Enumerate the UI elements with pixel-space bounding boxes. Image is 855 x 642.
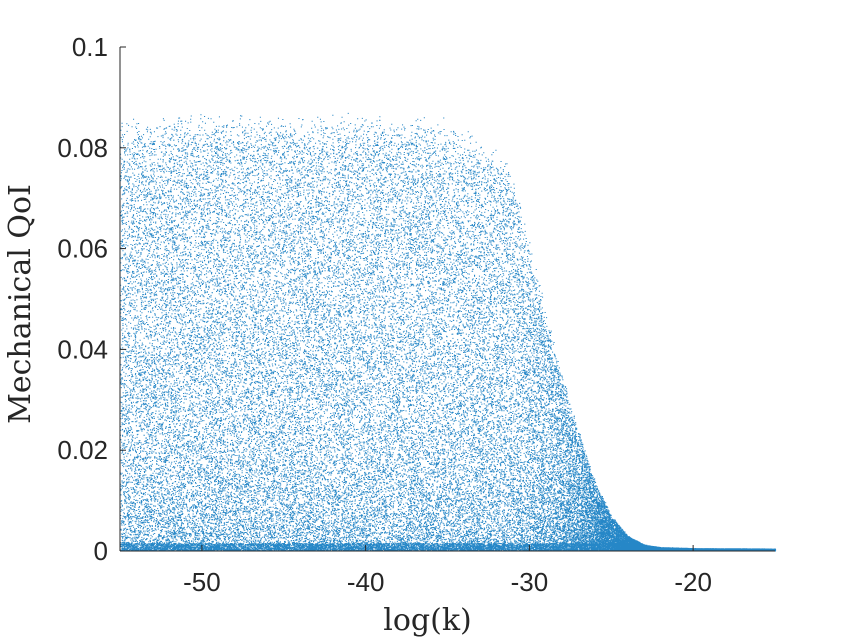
y-tick-label: 0.06 — [57, 234, 108, 264]
y-tick-label: 0.08 — [57, 133, 108, 163]
axes — [119, 47, 775, 552]
x-tick-label: -50 — [183, 567, 221, 597]
y-ticks: 0 0.02 0.04 0.06 0.08 0.1 — [57, 32, 126, 566]
y-tick-label: 0.02 — [57, 435, 108, 465]
y-tick-label: 0 — [94, 536, 108, 566]
x-ticks: -50 -40 -30 -20 — [183, 545, 712, 597]
scatter-points — [120, 112, 777, 552]
x-tick-label: -30 — [511, 567, 549, 597]
y-tick-label: 0.04 — [57, 334, 108, 364]
y-axis-label: Mechanical QoI — [3, 184, 38, 424]
x-axis-label: log(k) — [383, 603, 471, 638]
scatter-point-cloud — [120, 112, 777, 552]
x-tick-label: -20 — [674, 567, 712, 597]
y-tick-label: 0.1 — [72, 32, 108, 62]
x-tick-label: -40 — [347, 567, 385, 597]
